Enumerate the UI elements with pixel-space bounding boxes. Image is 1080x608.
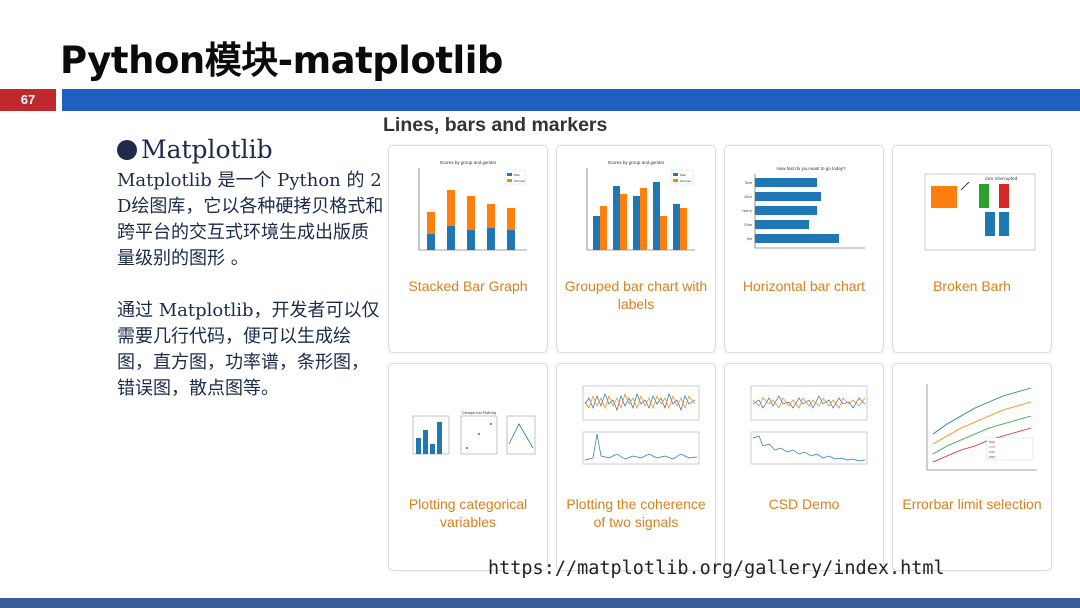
- gallery-grid: Scores by group and gender Men Women Sta…: [388, 145, 1058, 571]
- svg-text:Dick: Dick: [744, 195, 753, 199]
- svg-text:Categorical Plotting: Categorical Plotting: [462, 411, 496, 415]
- csd-demo-thumbnail: [750, 385, 868, 465]
- horizontal-bar-thumbnail: How fast do you want to go today? Tom Di…: [742, 166, 865, 249]
- bullet-icon: [117, 140, 137, 160]
- page-number: 67: [0, 89, 56, 111]
- svg-text:Women: Women: [680, 179, 691, 183]
- card-caption[interactable]: Plotting categorical variables: [408, 496, 528, 530]
- card-caption[interactable]: Grouped bar chart with labels: [564, 278, 708, 312]
- broken-barh-thumbnail: race interrupted: [924, 173, 1036, 251]
- footer-bar: [0, 598, 1080, 608]
- svg-text:Slim: Slim: [744, 223, 752, 227]
- categorical-thumbnail: Categorical Plotting: [412, 411, 536, 455]
- gallery-card-grouped-bar[interactable]: Scores by group and gender Men Women Gro…: [556, 145, 716, 353]
- svg-text:Scores by group and gender: Scores by group and gender: [608, 160, 665, 165]
- heading-text: Matplotlib: [141, 135, 273, 164]
- stacked-bar-thumbnail: Scores by group and gender Men Women: [418, 160, 527, 251]
- svg-text:race interrupted: race interrupted: [985, 176, 1018, 181]
- card-caption[interactable]: Broken Barh: [933, 278, 1011, 294]
- description-panel: Matplotlib Matplotlib 是一个 Python 的 2D绘图库…: [117, 134, 385, 402]
- gallery-card-csd-demo[interactable]: CSD Demo: [724, 363, 884, 571]
- usage-paragraph: 通过 Matplotlib，开发者可以仅需要几行代码，便可以生成绘图，直方图，功…: [117, 300, 380, 399]
- thumb-title: Scores by group and gender: [440, 160, 497, 165]
- matplotlib-heading: Matplotlib: [117, 134, 385, 166]
- errorbar-thumbnail: [926, 384, 1037, 471]
- gallery-section-title: Lines, bars and markers: [383, 114, 608, 136]
- card-caption[interactable]: Horizontal bar chart: [742, 278, 866, 294]
- coherence-thumbnail: [582, 385, 700, 465]
- svg-text:Men: Men: [680, 173, 686, 177]
- gallery-card-horizontal-bar[interactable]: How fast do you want to go today? Tom Di…: [724, 145, 884, 353]
- intro-paragraph: Matplotlib 是一个 Python 的 2D绘图库，它以各种硬拷贝格式和…: [117, 170, 384, 269]
- card-caption[interactable]: Errorbar limit selection: [902, 496, 1042, 512]
- gallery-card-stacked-bar[interactable]: Scores by group and gender Men Women Sta…: [388, 145, 548, 353]
- header-accent-bar: [62, 89, 1080, 111]
- card-caption[interactable]: Stacked Bar Graph: [408, 278, 528, 294]
- gallery-url-link[interactable]: https://matplotlib.org/gallery/index.htm…: [488, 558, 945, 579]
- gallery-card-coherence[interactable]: Plotting the coherence of two signals: [556, 363, 716, 571]
- gallery-card-broken-barh[interactable]: race interrupted Broken Barh: [892, 145, 1052, 353]
- svg-text:Tom: Tom: [744, 181, 753, 185]
- card-caption[interactable]: Plotting the coherence of two signals: [566, 496, 706, 530]
- svg-text:Men: Men: [514, 173, 520, 177]
- svg-text:How fast do you want to go tod: How fast do you want to go today?: [776, 166, 846, 171]
- card-caption[interactable]: CSD Demo: [768, 496, 840, 512]
- header-bar: 67: [0, 89, 1080, 111]
- slide-title: Python模块-matplotlib: [60, 39, 503, 82]
- gallery-card-categorical[interactable]: Categorical Plotting Plotting categorica…: [388, 363, 548, 571]
- svg-text:Harry: Harry: [742, 209, 752, 213]
- gallery-card-errorbar[interactable]: Errorbar limit selection: [892, 363, 1052, 571]
- grouped-bar-thumbnail: Scores by group and gender Men Women: [586, 160, 695, 251]
- svg-text:Jim: Jim: [746, 237, 753, 241]
- svg-text:Women: Women: [514, 179, 525, 183]
